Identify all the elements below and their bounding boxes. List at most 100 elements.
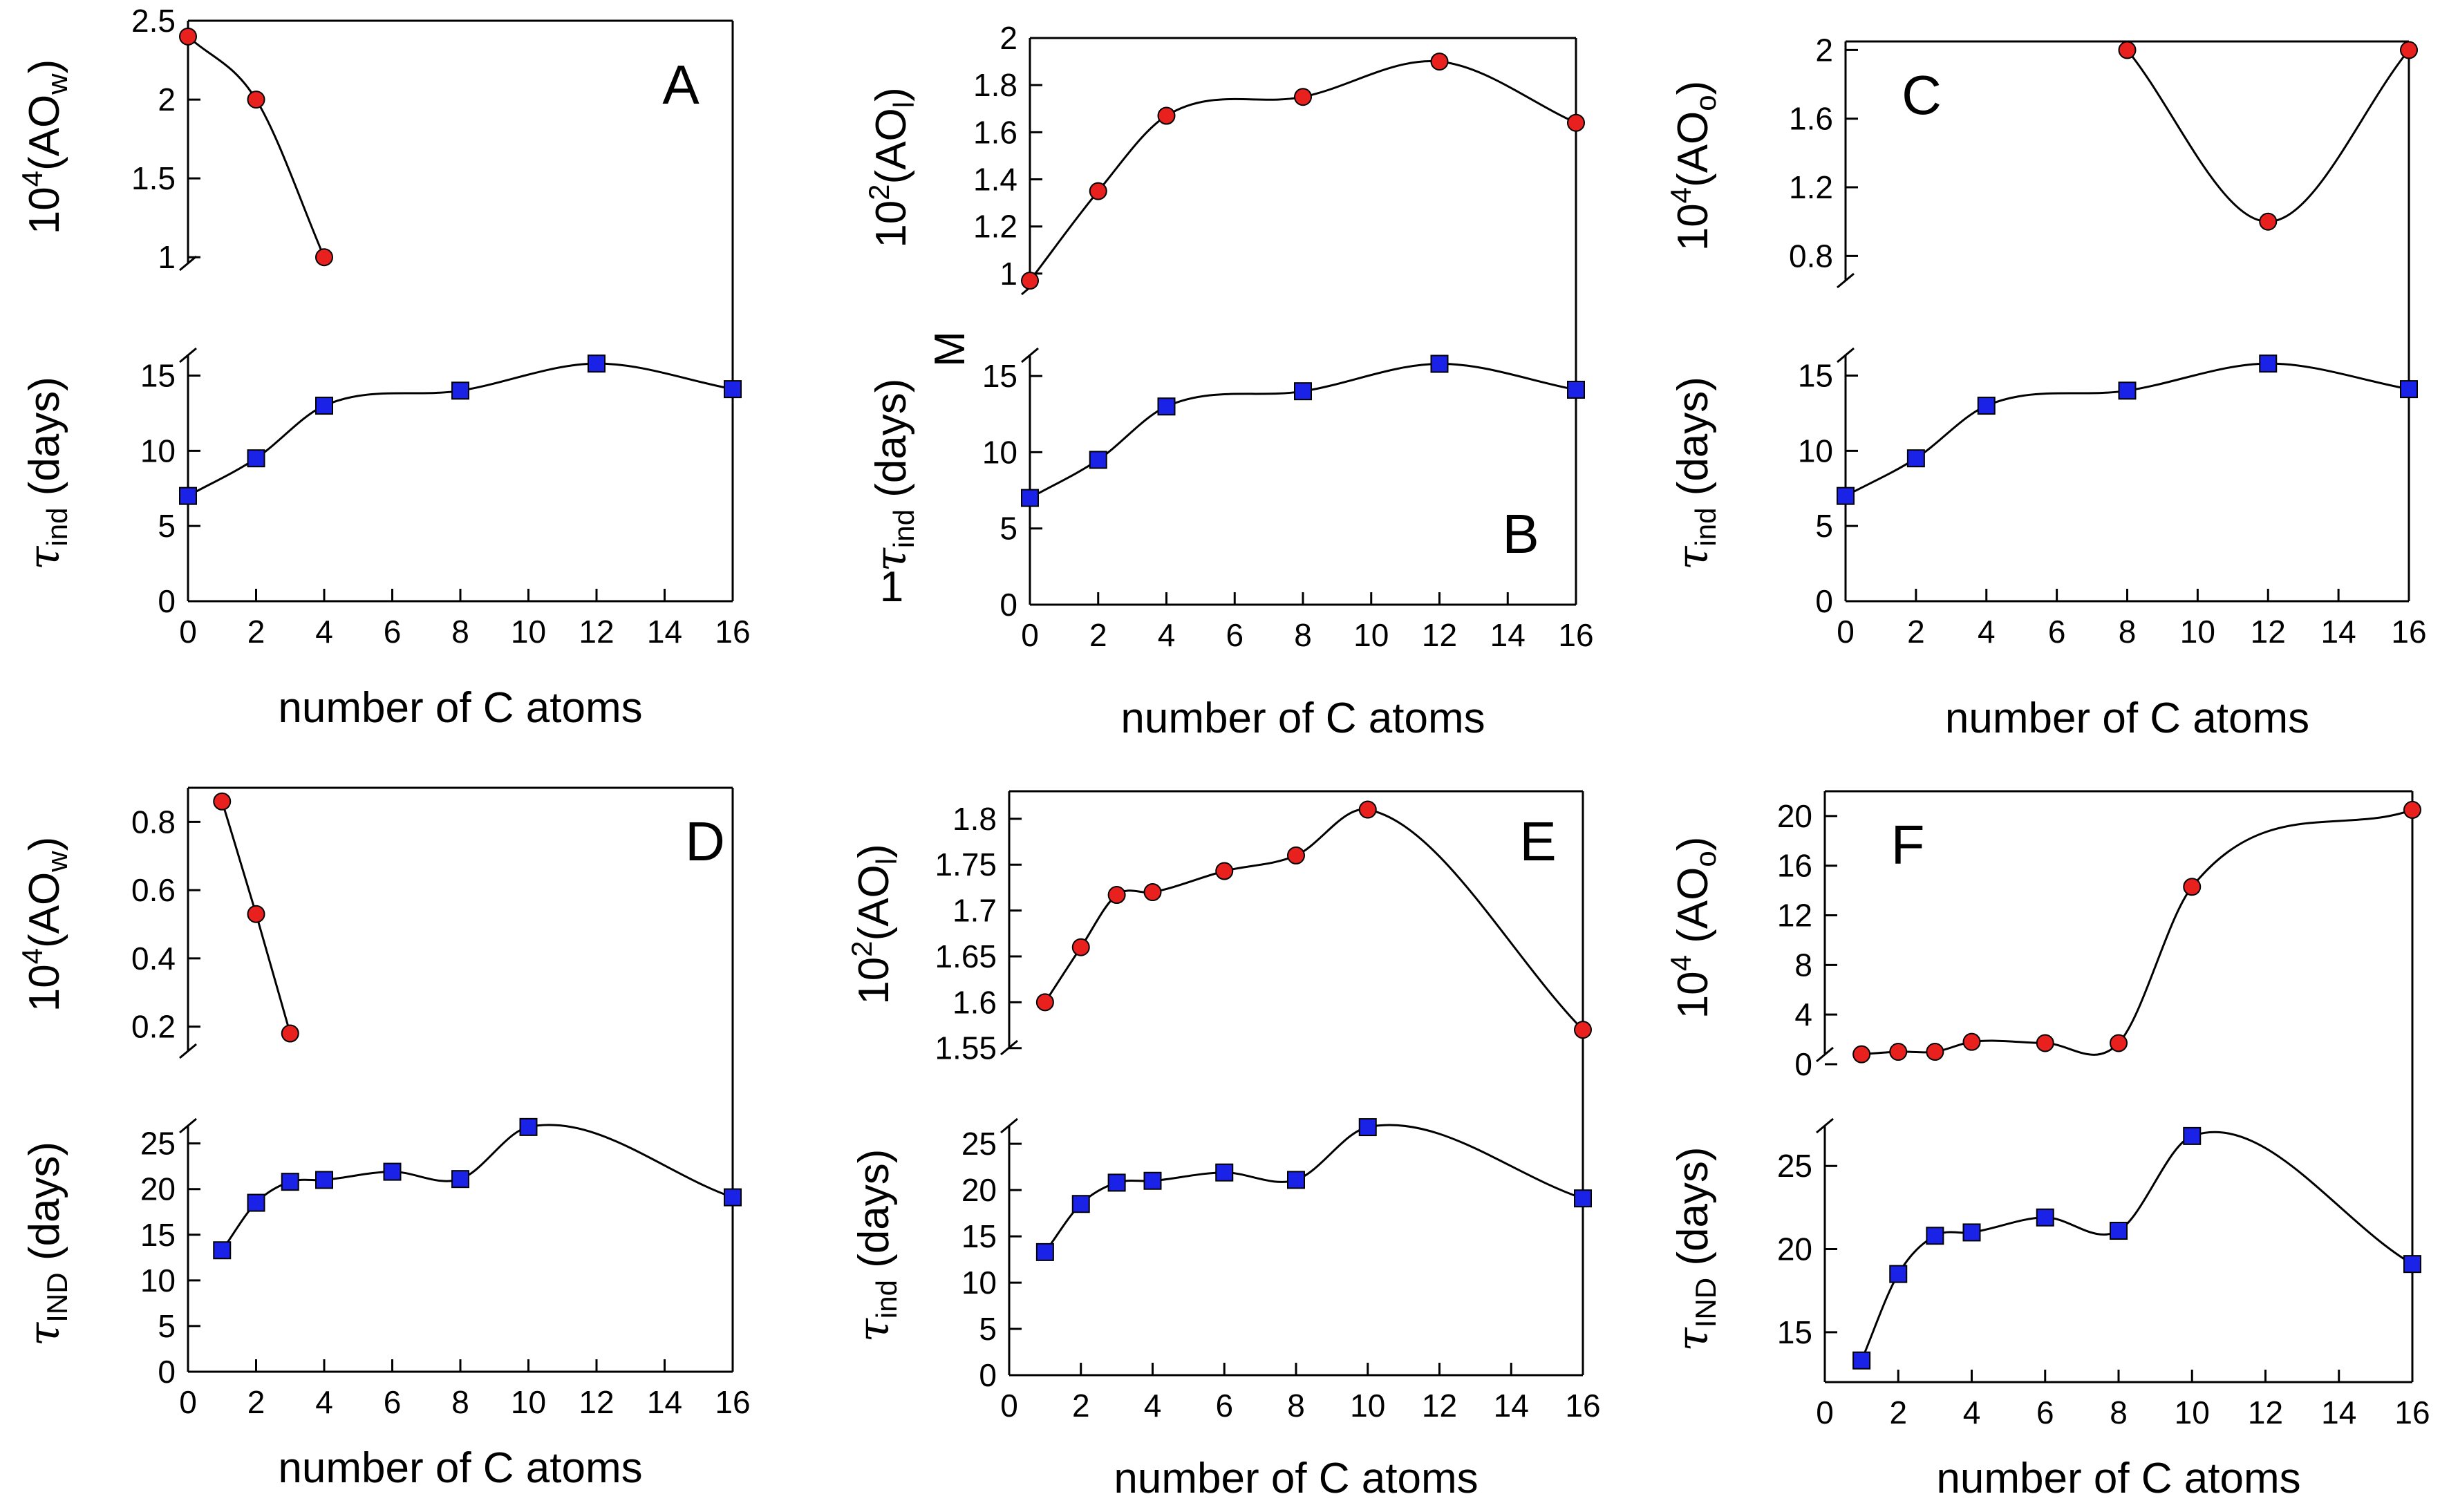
- panel-F-top-y-tick-label: 8: [1794, 947, 1812, 983]
- panel-F-top-data-point: [1926, 1043, 1944, 1061]
- panel-F-x-tick-label: 8: [2110, 1395, 2128, 1430]
- panel-E-top-data-point: [1358, 800, 1377, 819]
- panel-F-top-y-tick-label: 4: [1794, 996, 1812, 1032]
- panel-D-x-tick-label: 4: [315, 1384, 333, 1420]
- panel-D-bottom-y-tick-label: 20: [140, 1171, 176, 1207]
- panel-A-x-tick-label: 10: [511, 614, 546, 650]
- panel-D-bottom-y-tick-label: 10: [140, 1263, 176, 1298]
- panel-E-top-series-line: [1044, 808, 1584, 1031]
- panel-E: E 1.55 1.6 1.65 1.7 1.75 1.8 102(AOl) 0 2 4 6 8 10 12 1…: [845, 790, 1601, 1502]
- panel-B-top-y-tick-label: 1.4: [973, 162, 1017, 198]
- panel-B-bottom-y-tick-label: 10: [982, 434, 1017, 470]
- panel-E-top-y-tick-label: 1.55: [935, 1030, 997, 1066]
- panel-A-x-tick-label: 8: [451, 614, 469, 650]
- panel-E-top-data-point: [1071, 938, 1090, 956]
- panel-A-bottom-data-point: [724, 380, 742, 399]
- panel-D-top-y-tick-label: 0.6: [131, 872, 176, 908]
- panel-C-bottom-data-point: [2118, 381, 2137, 400]
- panel-F-top-y-tick-label: 0: [1794, 1046, 1812, 1082]
- panel-D-top-y-tick-label: 0.2: [131, 1009, 176, 1045]
- panel-C-bottom-ylabel: τind (days): [1667, 377, 1722, 570]
- panel-C-bottom-data-point: [1906, 449, 1925, 468]
- panel-E-x-tick-label: 12: [1422, 1388, 1457, 1424]
- panel-C-top-y-tick-label: 0.8: [1789, 238, 1833, 274]
- panel-A-bottom-data-point: [588, 355, 606, 373]
- panel-F-top-data-point: [2110, 1034, 2128, 1052]
- panel-E-letter: E: [1519, 811, 1556, 872]
- panel-F-top-data-point: [2403, 800, 2421, 819]
- panel-E-bottom-data-point: [1358, 1118, 1377, 1137]
- panel-C-bottom-y-tick-label: 10: [1798, 433, 1833, 469]
- panel-F-top-y-tick-label: 16: [1777, 848, 1812, 884]
- panel-B-bottom-y-tick-label: 15: [982, 358, 1017, 394]
- panel-A-bottom-break-mark: [179, 347, 197, 363]
- panel-B-x-tick-label: 10: [1353, 617, 1389, 653]
- panel-D-xlabel: number of C atoms: [278, 1444, 642, 1492]
- panel-E-top-data-point: [1215, 862, 1234, 880]
- panel-A-x-tick-label: 14: [647, 614, 682, 650]
- panel-C-x-tick-label: 0: [1837, 614, 1855, 650]
- panel-F-x-tick-label: 2: [1889, 1395, 1907, 1430]
- panel-D-bottom-data-point: [724, 1188, 742, 1207]
- panel-D-bottom-y-tick-label: 5: [158, 1308, 176, 1344]
- panel-A-top-ylabel: 104(AOw): [16, 59, 73, 235]
- panel-F-x-tick-label: 6: [2036, 1395, 2054, 1430]
- panel-B-top-ylabel: 102(AOl): [863, 87, 920, 248]
- panel-B-top-data-point: [1021, 272, 1039, 290]
- panel-A-xlabel: number of C atoms: [278, 684, 642, 732]
- panel-F-bottom-series-line: [1860, 1131, 2413, 1361]
- panel-E-bottom-y-tick-label: 5: [979, 1311, 997, 1347]
- panel-E-bottom-data-point: [1107, 1173, 1126, 1192]
- panel-A-top-y-tick-label: 2: [158, 82, 176, 117]
- panel-A-bottom-y-tick-label: 5: [158, 508, 176, 544]
- panel-B-x-tick-label: 0: [1021, 617, 1039, 653]
- panel-B-bottom-data-point: [1567, 380, 1585, 399]
- panel-A-x-tick-label: 12: [579, 614, 614, 650]
- panel-F-bottom-y-tick-label: 20: [1777, 1231, 1812, 1267]
- panel-F-x-tick-label: 0: [1816, 1395, 1834, 1430]
- panel-C-bottom-data-point: [1837, 486, 1855, 505]
- panel-F-bottom-data-point: [1889, 1265, 1908, 1283]
- panel-E-bottom-data-point: [1287, 1171, 1305, 1189]
- panel-B-top-y-tick-label: 1: [1000, 256, 1017, 292]
- panel-D-top-data-point: [247, 905, 265, 923]
- panel-C-bottom-y-tick-label: 5: [1815, 508, 1833, 544]
- panel-B-x-tick-label: 16: [1558, 617, 1593, 653]
- panel-E-top-data-point: [1107, 886, 1126, 905]
- panel-B-top-data-point: [1157, 106, 1176, 125]
- panel-C-top-data-point: [2259, 212, 2278, 231]
- panel-B-xlabel: number of C atoms: [1120, 694, 1485, 742]
- panel-D-x-tick-label: 10: [511, 1384, 546, 1420]
- panel-A-bottom-data-point: [179, 486, 197, 505]
- panel-A-top-data-point: [315, 248, 333, 267]
- panel-F-bottom-data-point: [1926, 1227, 1944, 1245]
- panel-A-x-tick-label: 0: [179, 614, 197, 650]
- panel-E-x-tick-label: 8: [1287, 1388, 1305, 1424]
- panel-F: F 0 4 8 12 16 20 104 (AOo) 0 2 4 6 8 10 12 14 16 number o…: [1664, 790, 2430, 1502]
- panel-C-bottom-y-tick-label: 15: [1798, 358, 1833, 394]
- panel-F-top-y-tick-label: 12: [1777, 898, 1812, 934]
- panel-E-top-y-tick-label: 1.65: [935, 938, 997, 974]
- panel-E-bottom-y-tick-label: 15: [961, 1218, 997, 1254]
- panel-D-top-y-tick-label: 0.4: [131, 941, 176, 976]
- panel-D-top-ylabel: 104(AOw): [16, 837, 73, 1012]
- panel-E-bottom-y-tick-label: 20: [961, 1172, 997, 1208]
- panel-E-bottom-y-tick-label: 0: [979, 1357, 997, 1393]
- panel-F-bottom-y-tick-label: 25: [1777, 1148, 1812, 1184]
- panel-F-x-tick-label: 14: [2321, 1395, 2356, 1430]
- panel-F-top-break-mark: [1816, 1046, 1834, 1063]
- panel-D-bottom-y-tick-label: 0: [158, 1354, 176, 1390]
- panel-E-xlabel: number of C atoms: [1114, 1455, 1478, 1502]
- panel-F-bottom-data-point: [1962, 1223, 1981, 1242]
- panel-E-x-tick-label: 4: [1144, 1388, 1162, 1424]
- panel-A: A 1 1.5 2 2.5 104(AOw) 0 2 4 6 8 10 12 14 16 number of …: [16, 3, 751, 732]
- panel-C-top-series-line: [2126, 49, 2410, 223]
- panel-F-top-ylabel: 104 (AOo): [1664, 837, 1722, 1019]
- panel-C-bottom-y-tick-label: 0: [1815, 583, 1833, 619]
- panel-F-top-data-point: [1852, 1045, 1871, 1064]
- panel-E-top-data-point: [1287, 846, 1305, 864]
- panel-E-x-tick-label: 2: [1072, 1388, 1090, 1424]
- panel-D-top-data-point: [281, 1024, 299, 1043]
- panel-B-bottom-break-mark: [1021, 347, 1039, 363]
- panel-B-x-tick-label: 14: [1490, 617, 1526, 653]
